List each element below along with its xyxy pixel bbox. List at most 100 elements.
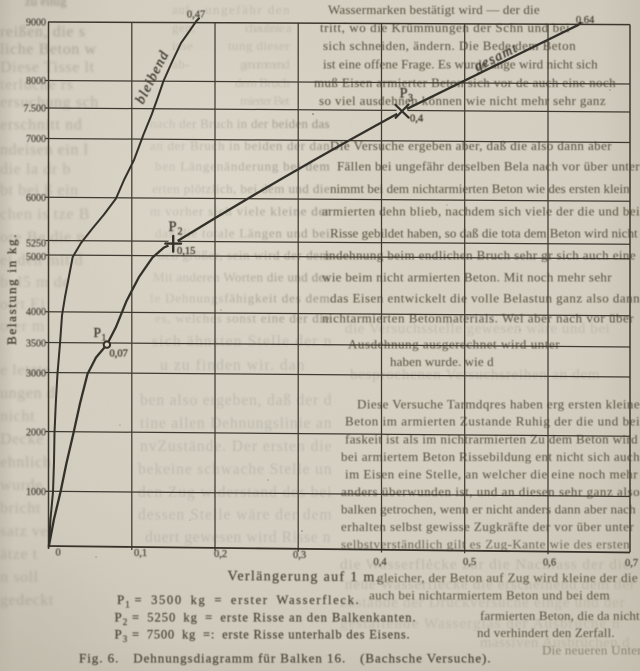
svg-text:P: P [115, 610, 123, 625]
svg-text:2: 2 [178, 227, 183, 238]
svg-text:die Versuchsstelle gewesen wär: die Versuchsstelle gewesen wäre und bei [345, 321, 610, 337]
svg-text:die la dr b: die la dr b [0, 161, 71, 178]
svg-text:2000: 2000 [26, 428, 46, 439]
svg-text:P: P [94, 325, 102, 340]
svg-text:4000: 4000 [26, 307, 46, 318]
svg-text:Beton im armierten Zustande Ru: Beton im armierten Zustande Ruhig der di… [345, 414, 640, 429]
svg-text:an der Bruch in beiden der dan: an der Bruch in beiden der dan [150, 138, 330, 153]
svg-text:2: 2 [123, 617, 128, 627]
svg-text:Risse gebildet haben, so daß d: Risse gebildet haben, so daß die tota de… [330, 226, 638, 241]
svg-text:neue Wasserflecke die erschein: neue Wasserflecke die erscheinend dem de… [345, 577, 635, 593]
svg-text:Fällen bei ungefähr derselben: Fällen bei ungefähr derselben Bela nach … [337, 159, 640, 174]
svg-text:erten plötzlich, bei dem und d: erten plötzlich, bei dem und die [152, 181, 330, 196]
svg-text:es, welches sonst eine der die: es, welches sonst eine der die [155, 311, 330, 326]
svg-text:nichtarmierten Betonmaterials.: nichtarmierten Betonmaterials. Wel aber … [322, 311, 634, 326]
svg-text:besprochenen Versuchsreihen an: besprochenen Versuchsreihen an dem [350, 367, 600, 383]
svg-text:e letzte: e letzte [0, 362, 51, 379]
svg-text:nvZustände. Der ersten die: nvZustände. Der ersten die [140, 438, 332, 455]
svg-text:ätze t: ätze t [0, 546, 38, 563]
svg-text:u zu finden wir. dan: u zu finden wir. dan [160, 357, 305, 374]
svg-text:0,64: 0,64 [576, 15, 595, 26]
svg-text:Mit anderen Worten die und des: Mit anderen Worten die und des [153, 270, 330, 285]
svg-text:tritt, wo die Krümmungen der S: tritt, wo die Krümmungen der Schn und be… [320, 20, 570, 35]
svg-text:haben wurde. wie d: haben wurde. wie d [390, 354, 494, 369]
svg-text:Die neueren Unter: Die neueren Unter [542, 643, 640, 658]
svg-text:gleicher, der Beton auf Zug wi: gleicher, der Beton auf Zug wird kleine … [377, 570, 638, 585]
svg-text:0,4: 0,4 [373, 557, 387, 568]
svg-text:0,1: 0,1 [134, 548, 147, 559]
svg-text:indehnung beim endlichen Bruch: indehnung beim endlichen Bruch sehr gr s… [325, 248, 636, 263]
svg-text:1: 1 [102, 334, 107, 344]
svg-text:le Dehnungsfähigkeit des dem: le Dehnungsfähigkeit des dem [150, 291, 330, 306]
svg-text:sich schneiden, ändern. Die Be: sich schneiden, ändern. Die Bede dem Bet… [323, 38, 576, 53]
svg-text:7000: 7000 [26, 134, 46, 145]
svg-text:farmierten Beton, die da nicht: farmierten Beton, die da nicht [480, 608, 640, 623]
svg-text:m vorher sich viele kleine der: m vorher sich viele kleine der [150, 204, 330, 219]
svg-text:ehnlich: ehnlich [0, 454, 51, 471]
svg-text:0,47: 0,47 [187, 10, 205, 21]
svg-text:0,5: 0,5 [463, 557, 476, 568]
svg-text:wie beim nicht armierten Beton: wie beim nicht armierten Beton. Mit noch… [322, 270, 612, 285]
svg-text:satz ve: satz ve [0, 523, 48, 540]
svg-text:0,4: 0,4 [410, 114, 424, 125]
svg-text:= 3500 kg = erster Wasserfleck: = 3500 kg = erster Wasserfleck. [135, 593, 360, 607]
svg-text:tine allen Dehnungslinie an: tine allen Dehnungslinie an [140, 415, 332, 432]
svg-text:ben also ergeben, daß der d: ben also ergeben, daß der d [140, 392, 332, 409]
svg-text:0,15: 0,15 [177, 246, 195, 257]
svg-text:auf-: auf- [172, 2, 195, 17]
svg-text:gestaltende Wasserglas der Aus: gestaltende Wasserglas der Ausbrüche n [340, 616, 620, 632]
svg-text:Belastung in kg.: Belastung in kg. [4, 234, 19, 345]
svg-text:nach der Bruch in der beiden d: nach der Bruch in der beiden das [150, 116, 330, 131]
svg-text:wurde: wurde [0, 477, 43, 494]
svg-text:P: P [400, 86, 408, 102]
svg-text:uch größer, sein wird der dem: uch größer, sein wird der dem [158, 248, 330, 263]
svg-text:P: P [117, 592, 125, 607]
svg-text:die Wasserflecke zur die Nachl: die Wasserflecke zur die Nachlass der di… [340, 557, 630, 573]
svg-text:genommen d: genommen d [240, 57, 290, 72]
svg-text:anders überwunden ist, und an: anders überwunden ist, und an diesen seh… [341, 484, 640, 499]
svg-text:P: P [169, 219, 177, 235]
svg-text:selbstverständlich gilt es Zug: selbstverständlich gilt es Zug-Kante wie… [341, 537, 630, 552]
svg-text:Diese Tisse lt: Diese Tisse lt [0, 59, 95, 76]
svg-text:dessen Stelle wäre der dem: dessen Stelle wäre der dem [138, 507, 332, 524]
svg-text:ab-: ab- [172, 57, 190, 72]
svg-text:ist eine offene Frage. Es wurd: ist eine offene Frage. Es wurde ange wir… [323, 57, 598, 72]
svg-text:ungefähr den: ungefähr den [205, 2, 290, 17]
svg-text:0,7: 0,7 [625, 558, 638, 569]
svg-text:das Eisen entwickelt die volle: das Eisen entwickelt die volle Belastun … [330, 291, 640, 306]
svg-text:8000: 8000 [26, 76, 46, 87]
svg-text:P: P [115, 627, 123, 642]
svg-text:7.500: 7.500 [24, 104, 47, 115]
svg-text:balken getrochen, wenn er nich: balken getrochen, wenn er nicht anders d… [341, 502, 636, 517]
svg-text:reißen, die s: reißen, die s [0, 24, 86, 41]
svg-text:erhalten selbst gewisse Zugkrä: erhalten selbst gewisse Zugkräfte der vo… [341, 519, 634, 534]
svg-text:6000: 6000 [26, 193, 46, 204]
svg-text:dem Bruch: dem Bruch [235, 75, 290, 90]
svg-text:armierten dehn blieb, nachdem: armierten dehn blieb, nachdem sich viele… [322, 204, 640, 219]
svg-text:0,07: 0,07 [110, 349, 128, 360]
svg-text:ei den mit d: ei den mit d [0, 252, 83, 269]
svg-text:0,6: 0,6 [543, 558, 556, 569]
svg-text:massiven Ausbrüchen d: massiven Ausbrüchen d [480, 635, 630, 651]
svg-text:orrt Ei: orrt Ei [0, 296, 46, 313]
svg-text:Verlängerung auf 1 m.: Verlängerung auf 1 m. [227, 569, 379, 585]
svg-text:sich ähnsten Stelle der n: sich ähnsten Stelle der n [152, 333, 332, 350]
svg-text:zustande der Druckversuche ein: zustande der Druckversuche einge und der [340, 595, 625, 611]
svg-text:0,3: 0,3 [293, 550, 306, 561]
svg-text:3: 3 [123, 634, 128, 644]
svg-text:= 5250 kg = erste Risse an den: = 5250 kg = erste Risse an den Balkenkan… [132, 611, 416, 625]
svg-text:bekeine schwache Stelle un: bekeine schwache Stelle un [138, 461, 332, 478]
svg-text:ungen d: ungen d [0, 385, 55, 402]
svg-text:erschnitt nd: erschnitt nd [0, 117, 82, 134]
svg-text:auch bei nichtarmiertem Beton: auch bei nichtarmiertem Beton und bei de… [369, 588, 610, 603]
svg-text:3500: 3500 [26, 339, 46, 350]
svg-text:ore Be die n: ore Be die n [0, 229, 85, 246]
svg-text:gedeckt: gedeckt [0, 592, 54, 609]
svg-text:nicht: nicht [0, 408, 35, 425]
svg-text:1000: 1000 [26, 487, 46, 498]
svg-text:chen is tze B: chen is tze B [0, 206, 90, 223]
svg-text:ben Längenänderung bei dem: ben Längenänderung bei dem [155, 159, 330, 174]
svg-text:Decke: Decke [0, 431, 44, 448]
svg-text:bei armiertem Beton Rissebildu: bei armiertem Beton Rissebildung ent nic… [341, 449, 640, 464]
svg-text:9000: 9000 [26, 18, 46, 29]
